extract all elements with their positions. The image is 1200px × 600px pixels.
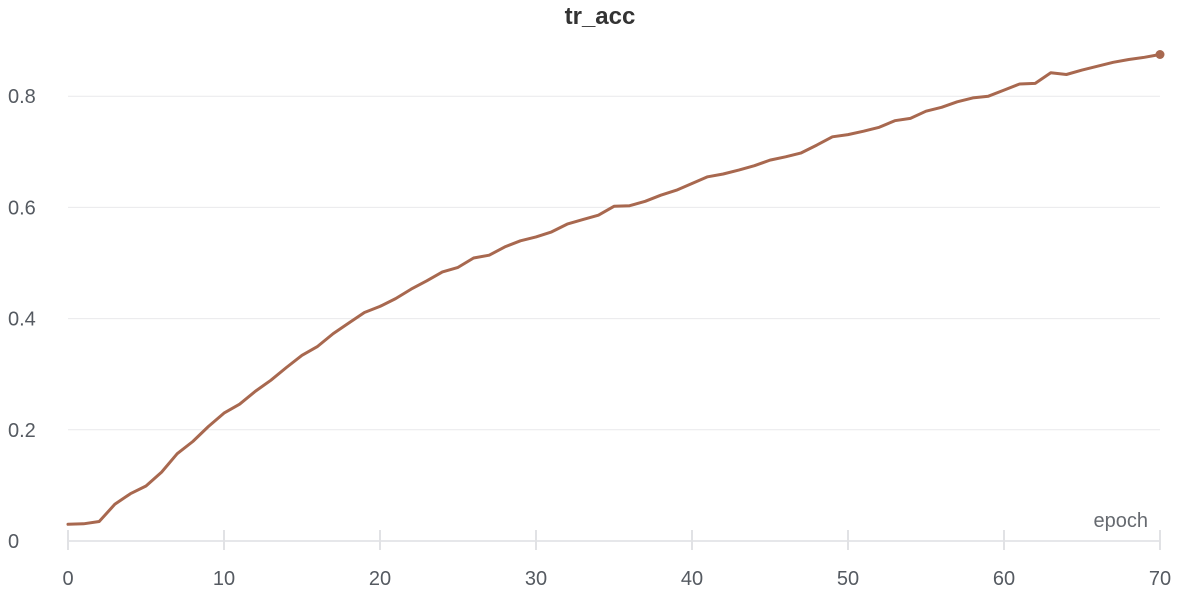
x-tick-label: 0 bbox=[62, 568, 73, 590]
axes: 0 0.2 0.4 0.6 0.8 0 10 20 30 40 50 60 70 bbox=[8, 86, 1171, 590]
series-line[interactable] bbox=[66, 53, 1162, 526]
x-tick-label: 30 bbox=[525, 568, 547, 590]
x-tick-label: 50 bbox=[837, 568, 859, 590]
y-tick-label: 0.8 bbox=[8, 86, 36, 108]
x-tick-label: 40 bbox=[681, 568, 703, 590]
x-tick-label: 60 bbox=[993, 568, 1015, 590]
x-tick-label: 20 bbox=[369, 568, 391, 590]
y-tick-label: 0.4 bbox=[8, 309, 36, 331]
y-tick-label: 0.6 bbox=[8, 197, 36, 219]
series-end-point[interactable] bbox=[1155, 50, 1165, 59]
series-layer bbox=[66, 50, 1165, 526]
x-tick-label: 70 bbox=[1149, 568, 1171, 590]
grid bbox=[68, 95, 1160, 431]
y-tick-label: 0.2 bbox=[8, 420, 36, 442]
y-tick-label: 0 bbox=[8, 531, 19, 553]
x-tick-label: 10 bbox=[213, 568, 235, 590]
x-axis-label: epoch bbox=[1094, 510, 1149, 532]
chart-title: tr_acc bbox=[565, 3, 636, 30]
